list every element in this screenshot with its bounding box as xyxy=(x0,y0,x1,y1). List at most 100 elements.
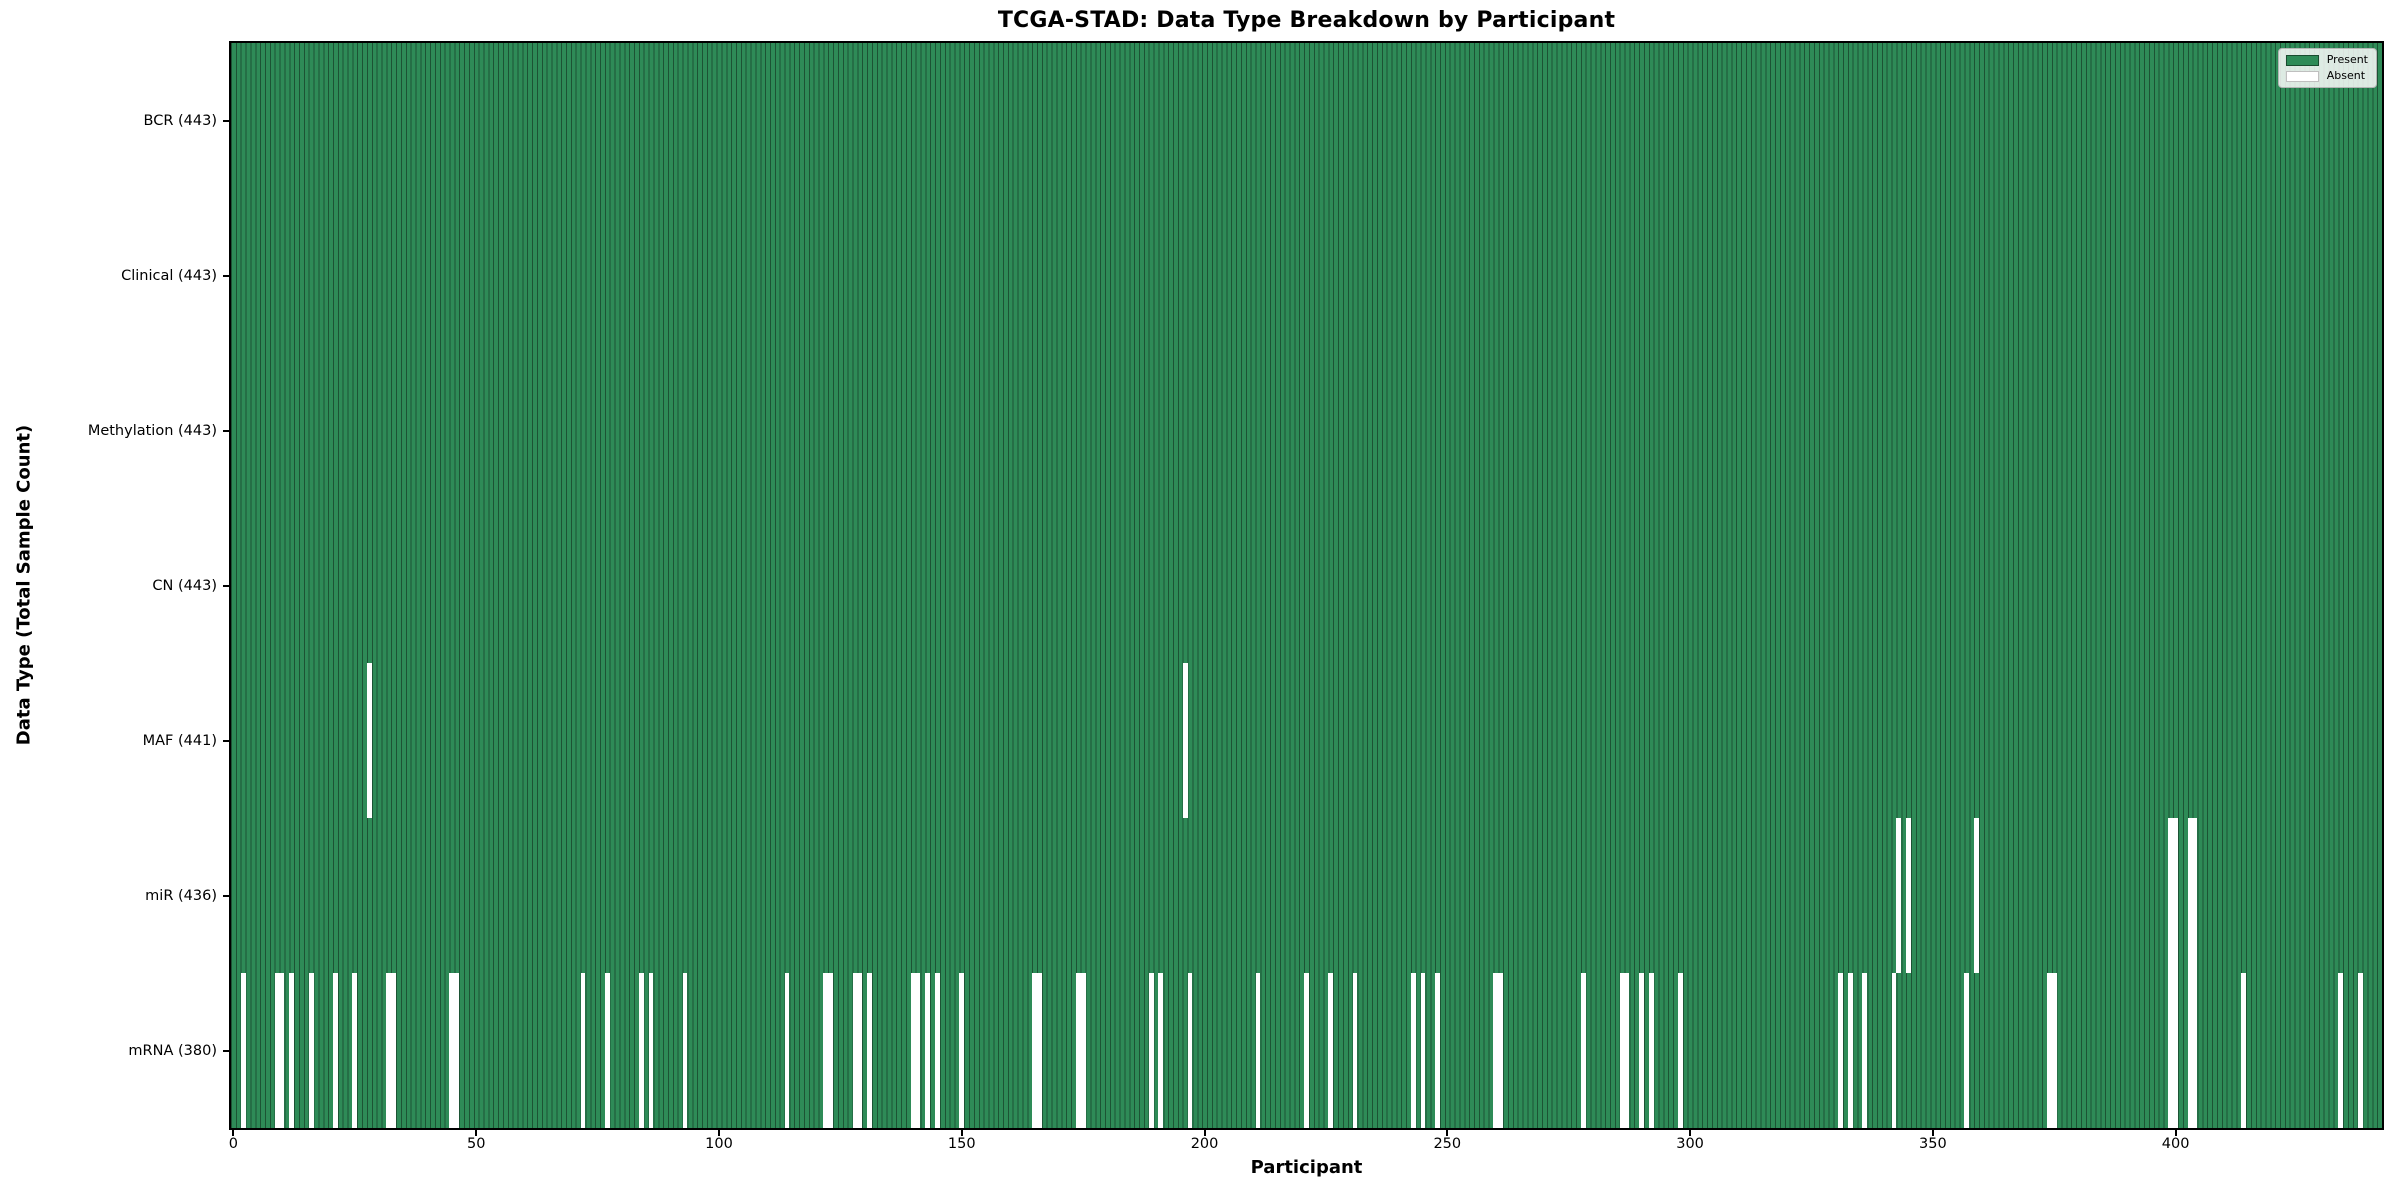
absent-bar xyxy=(1435,973,1440,1128)
absent-bar xyxy=(959,973,965,1128)
row-mrna xyxy=(231,973,2382,1128)
x-axis-label: Participant xyxy=(1250,1157,1363,1178)
absent-bar xyxy=(1493,973,1499,1128)
absent-bar xyxy=(308,973,314,1128)
y-tick-mark xyxy=(223,894,231,897)
absent-bar xyxy=(1891,973,1897,1128)
absent-bar xyxy=(1080,973,1086,1128)
absent-bar xyxy=(867,973,872,1128)
y-tick-mark xyxy=(223,584,231,587)
absent-bar xyxy=(454,973,460,1128)
legend-absent-swatch-icon xyxy=(2285,70,2319,82)
absent-bar xyxy=(2241,973,2247,1128)
absent-bar xyxy=(1255,973,1261,1128)
absent-bar xyxy=(1148,973,1154,1128)
absent-bar xyxy=(289,973,295,1128)
absent-bar xyxy=(2051,973,2057,1128)
absent-bar xyxy=(828,973,834,1128)
absent-bar xyxy=(1648,973,1654,1128)
x-tick-mark xyxy=(1689,1128,1692,1136)
absent-bar xyxy=(366,663,372,818)
absent-bar xyxy=(2168,973,2174,1128)
absent-bar xyxy=(2173,818,2179,973)
absent-bar xyxy=(1964,973,1970,1128)
absent-bar xyxy=(1352,973,1358,1128)
absent-bar xyxy=(1158,973,1164,1128)
row-maf xyxy=(231,663,2382,819)
absent-bar xyxy=(1896,818,1902,973)
absent-bar xyxy=(1862,973,1868,1128)
absent-bar xyxy=(925,973,931,1128)
absent-bar xyxy=(935,973,940,1128)
absent-bar xyxy=(1639,973,1644,1128)
x-tick-mark xyxy=(475,1128,478,1136)
absent-bar xyxy=(449,973,455,1128)
absent-bar xyxy=(2357,973,2363,1128)
absent-bar xyxy=(2173,973,2179,1128)
row-mir xyxy=(231,818,2382,974)
x-tick-label: 50 xyxy=(466,1136,486,1152)
absent-bar xyxy=(2192,973,2198,1128)
absent-bar xyxy=(2338,973,2344,1128)
x-tick-label: 400 xyxy=(2161,1136,2190,1152)
absent-bar xyxy=(2187,973,2193,1128)
absent-bar xyxy=(784,973,790,1128)
x-tick-label: 100 xyxy=(705,1136,733,1152)
x-tick-mark xyxy=(1203,1128,1206,1136)
absent-bar xyxy=(1187,973,1193,1128)
absent-bar xyxy=(1677,973,1683,1128)
absent-bar xyxy=(1075,973,1081,1128)
y-tick-label-cn: CN (443) xyxy=(152,577,217,594)
y-tick-mark xyxy=(223,274,231,277)
x-tick-mark xyxy=(717,1128,720,1136)
y-tick-mark xyxy=(223,1049,231,1052)
y-tick-mark xyxy=(223,429,231,432)
absent-bar xyxy=(682,973,688,1128)
absent-bar xyxy=(1838,973,1844,1128)
absent-bar xyxy=(1182,663,1188,818)
y-tick-label-bcr: BCR (443) xyxy=(143,112,218,129)
legend-present-swatch-icon xyxy=(2285,54,2319,66)
absent-bar xyxy=(1624,973,1630,1128)
absent-bar xyxy=(910,973,916,1128)
absent-bar xyxy=(1906,818,1911,973)
x-tick-mark xyxy=(1446,1128,1449,1136)
absent-bar xyxy=(274,973,280,1128)
legend-absent-label: Absent xyxy=(2326,69,2366,82)
absent-bar xyxy=(2168,818,2174,973)
x-tick-mark xyxy=(1931,1128,1934,1136)
absent-bar xyxy=(386,973,392,1128)
legend-item-absent: Absent xyxy=(2285,69,2368,82)
legend-present-label: Present xyxy=(2326,53,2368,66)
x-tick-label: 250 xyxy=(1433,1136,1462,1152)
absent-bar xyxy=(915,973,921,1128)
absent-bar xyxy=(823,973,829,1128)
absent-bar xyxy=(1328,973,1334,1128)
y-tick-mark xyxy=(223,119,231,122)
y-tick-label-clinical: Clinical (443) xyxy=(121,267,217,284)
plot-area xyxy=(231,43,2382,1128)
x-tick-mark xyxy=(232,1128,235,1136)
absent-bar xyxy=(391,973,397,1128)
absent-bar xyxy=(279,973,285,1128)
absent-bar xyxy=(332,973,338,1128)
y-tick-mark xyxy=(223,739,231,742)
absent-bar xyxy=(1498,973,1504,1128)
absent-bar xyxy=(1032,973,1037,1128)
absent-bar xyxy=(648,973,654,1128)
absent-bar xyxy=(580,973,586,1128)
legend: Present Absent xyxy=(2277,48,2377,88)
absent-bar xyxy=(1037,973,1042,1128)
row-bcr xyxy=(231,43,2382,199)
legend-item-present: Present xyxy=(2285,53,2368,66)
absent-bar xyxy=(1410,973,1416,1128)
absent-bar xyxy=(1974,818,1979,973)
absent-bar xyxy=(1580,973,1586,1128)
y-tick-label-maf: MAF (441) xyxy=(142,732,217,749)
y-tick-label-methylation: Methylation (443) xyxy=(87,422,217,439)
row-cn xyxy=(231,508,2382,664)
x-tick-label: 300 xyxy=(1676,1136,1704,1152)
absent-bar xyxy=(1619,973,1625,1128)
x-tick-label: 200 xyxy=(1190,1136,1219,1152)
